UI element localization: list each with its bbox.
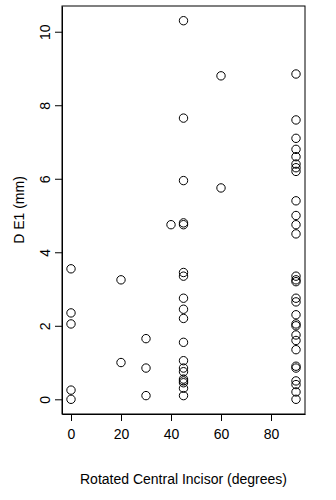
point bbox=[292, 322, 300, 330]
point bbox=[142, 364, 150, 372]
x-tick: 40 bbox=[164, 414, 180, 442]
x-tick: 0 bbox=[68, 414, 76, 442]
point bbox=[179, 305, 187, 313]
point bbox=[117, 276, 125, 284]
y-tick: 8 bbox=[37, 102, 62, 110]
point bbox=[292, 277, 300, 285]
point bbox=[67, 386, 75, 394]
point bbox=[179, 17, 187, 25]
x-axis: 0 20 40 60 80 bbox=[63, 414, 306, 442]
x-tick-mark bbox=[121, 414, 122, 421]
point bbox=[292, 134, 300, 142]
plot-frame bbox=[62, 6, 305, 414]
point bbox=[117, 358, 125, 366]
x-tick: 20 bbox=[114, 414, 130, 442]
x-tick: 60 bbox=[214, 414, 230, 442]
point bbox=[292, 362, 300, 370]
point bbox=[292, 276, 300, 284]
point bbox=[292, 364, 300, 372]
x-axis-title: Rotated Central Incisor (degrees) bbox=[80, 471, 287, 487]
point bbox=[179, 314, 187, 322]
y-axis-title: D E1 (mm) bbox=[11, 176, 27, 244]
y-tick-label: 4 bbox=[37, 249, 53, 257]
point bbox=[292, 167, 300, 175]
point bbox=[292, 320, 300, 328]
point bbox=[292, 294, 300, 302]
point bbox=[292, 197, 300, 205]
point bbox=[142, 391, 150, 399]
point bbox=[217, 72, 225, 80]
point bbox=[292, 211, 300, 219]
point bbox=[67, 309, 75, 317]
x-tick-mark bbox=[271, 414, 272, 421]
point bbox=[292, 221, 300, 229]
point bbox=[179, 268, 187, 276]
x-tick-label: 40 bbox=[164, 426, 180, 442]
y-tick-mark bbox=[55, 399, 62, 400]
points bbox=[67, 17, 300, 404]
point bbox=[292, 311, 300, 319]
point bbox=[292, 230, 300, 238]
y-tick: 0 bbox=[37, 396, 62, 404]
y-tick-label: 10 bbox=[37, 24, 53, 40]
point bbox=[292, 336, 300, 344]
x-tick-mark bbox=[71, 414, 72, 421]
point bbox=[179, 375, 187, 383]
point bbox=[179, 176, 187, 184]
point bbox=[179, 364, 187, 372]
y-axis: 0 2 4 6 8 10 bbox=[37, 7, 63, 415]
y-tick-mark bbox=[55, 252, 62, 253]
y-tick-mark bbox=[55, 105, 62, 106]
y-tick-label: 0 bbox=[37, 396, 53, 404]
chart: 0 20 40 60 80 0 2 4 6 8 10 Rotated Central Incisor … bbox=[0, 0, 336, 500]
point bbox=[292, 395, 300, 403]
y-tick-label: 8 bbox=[37, 102, 53, 110]
point bbox=[179, 294, 187, 302]
point bbox=[179, 221, 187, 229]
x-tick-label: 60 bbox=[214, 426, 230, 442]
y-tick: 10 bbox=[37, 24, 62, 40]
point bbox=[67, 395, 75, 403]
y-axis-line bbox=[62, 7, 63, 415]
y-tick-mark bbox=[55, 32, 62, 33]
point bbox=[67, 265, 75, 273]
x-axis-line bbox=[63, 414, 306, 415]
y-tick-mark bbox=[55, 326, 62, 327]
point bbox=[292, 164, 300, 172]
y-tick-label: 2 bbox=[37, 322, 53, 330]
y-tick-mark bbox=[55, 179, 62, 180]
x-tick-label: 20 bbox=[114, 426, 130, 442]
point bbox=[167, 221, 175, 229]
point bbox=[179, 338, 187, 346]
point bbox=[292, 345, 300, 353]
point bbox=[292, 116, 300, 124]
y-tick-label: 6 bbox=[37, 175, 53, 183]
point bbox=[179, 219, 187, 227]
point bbox=[292, 377, 300, 385]
x-tick-label: 80 bbox=[264, 426, 280, 442]
x-tick-mark bbox=[171, 414, 172, 421]
x-tick-mark bbox=[221, 414, 222, 421]
y-tick: 6 bbox=[37, 175, 62, 183]
point bbox=[179, 272, 187, 280]
y-tick: 2 bbox=[37, 322, 62, 330]
point bbox=[179, 114, 187, 122]
point bbox=[67, 320, 75, 328]
x-tick-label: 0 bbox=[68, 426, 76, 442]
y-tick: 4 bbox=[37, 249, 62, 257]
point bbox=[217, 184, 225, 192]
point bbox=[142, 334, 150, 342]
x-tick: 80 bbox=[264, 414, 280, 442]
point bbox=[292, 298, 300, 306]
point bbox=[292, 70, 300, 78]
point bbox=[179, 391, 187, 399]
